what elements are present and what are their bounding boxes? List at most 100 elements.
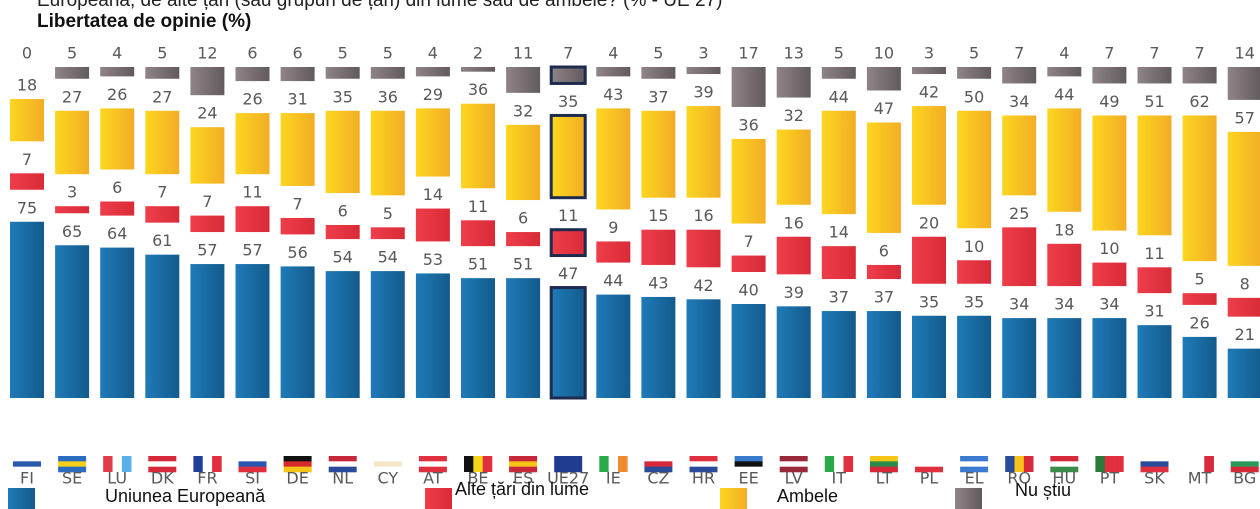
flag xyxy=(418,456,447,462)
value-label: 9 xyxy=(608,218,618,237)
flag xyxy=(843,456,854,472)
x-tick-label: EL xyxy=(965,469,984,488)
flag xyxy=(1140,466,1169,473)
flag xyxy=(58,461,87,467)
value-label: 31 xyxy=(1144,302,1164,321)
value-label: 37 xyxy=(648,87,668,106)
value-label: 44 xyxy=(1054,85,1074,104)
value-label: 14 xyxy=(423,185,443,204)
flag xyxy=(283,461,312,467)
flag xyxy=(328,461,357,467)
bar-segment xyxy=(1092,318,1127,398)
x-tick-label: SK xyxy=(1144,469,1165,488)
x-tick-label: SI xyxy=(245,469,260,488)
flag xyxy=(1230,466,1259,473)
flag xyxy=(1140,461,1169,467)
bar-segment xyxy=(280,217,315,235)
value-label: 3 xyxy=(698,44,708,63)
value-label: 5 xyxy=(1195,270,1205,289)
flag xyxy=(734,461,763,467)
bar-segment xyxy=(912,236,946,284)
flag xyxy=(960,456,989,462)
bar-segment xyxy=(776,67,811,98)
flag xyxy=(960,461,989,467)
flag xyxy=(283,456,312,462)
x-tick-label: DE xyxy=(286,469,308,488)
flag xyxy=(960,466,989,473)
legend-swatch xyxy=(425,488,452,509)
value-label: 17 xyxy=(738,44,758,63)
x-tick-label: PL xyxy=(920,469,939,488)
flag xyxy=(1114,456,1124,472)
bar-segment xyxy=(506,278,541,398)
value-label: 37 xyxy=(874,288,894,307)
bar-segment xyxy=(549,286,587,400)
bar-segment xyxy=(686,229,721,268)
value-label: 57 xyxy=(242,241,262,260)
bar-segment xyxy=(235,113,270,175)
bar-segment xyxy=(145,254,180,398)
chart-subtitle: Europeană, de alte țări (sau grupuri de … xyxy=(37,0,722,11)
flag xyxy=(915,456,943,462)
x-tick-label: LU xyxy=(107,469,127,488)
bar-segment xyxy=(100,108,135,170)
bar-segment xyxy=(235,264,270,398)
value-label: 6 xyxy=(518,209,528,228)
flag xyxy=(1230,456,1259,462)
value-label: 61 xyxy=(152,231,172,250)
value-label: 39 xyxy=(784,283,804,302)
flag xyxy=(554,466,583,473)
flag xyxy=(509,456,538,462)
value-label: 14 xyxy=(829,223,849,242)
flag xyxy=(1005,456,1015,472)
bar-segment xyxy=(957,315,992,398)
flag xyxy=(689,461,718,467)
bar-segment xyxy=(100,247,135,398)
value-label: 7 xyxy=(744,232,754,251)
flag xyxy=(608,456,619,472)
bar-segment xyxy=(1137,325,1172,398)
flag xyxy=(328,466,357,473)
value-label: 4 xyxy=(428,44,438,63)
x-tick-label: SE xyxy=(62,469,82,488)
value-label: 51 xyxy=(468,255,488,274)
value-label: 57 xyxy=(1235,108,1255,127)
flag xyxy=(58,456,87,462)
flag xyxy=(238,466,267,473)
value-label: 62 xyxy=(1189,92,1209,111)
flag xyxy=(1204,456,1214,472)
flag xyxy=(1023,456,1034,472)
x-tick-label: IT xyxy=(832,469,847,488)
value-label: 34 xyxy=(1009,92,1029,111)
flag xyxy=(418,461,447,467)
bar-segment xyxy=(55,206,90,214)
bar-segment xyxy=(280,113,315,186)
value-label: 36 xyxy=(378,87,398,106)
value-label: 18 xyxy=(1054,220,1074,239)
value-label: 27 xyxy=(152,87,172,106)
bar-segment xyxy=(325,67,360,79)
value-label: 37 xyxy=(829,288,849,307)
value-label: 5 xyxy=(67,44,77,63)
bar-segment xyxy=(1227,131,1260,266)
value-label: 5 xyxy=(338,44,348,63)
x-tick-label: UE27 xyxy=(547,469,589,488)
value-label: 36 xyxy=(468,80,488,99)
value-label: 11 xyxy=(513,44,533,63)
bar-segment xyxy=(1227,67,1260,100)
bar-segment xyxy=(506,67,541,93)
bar-segment xyxy=(596,108,631,210)
value-label: 6 xyxy=(112,178,122,197)
value-label: 31 xyxy=(287,90,307,109)
flag xyxy=(238,461,267,467)
flag xyxy=(373,456,402,462)
value-label: 5 xyxy=(383,204,393,223)
value-label: 21 xyxy=(1235,325,1255,344)
value-label: 11 xyxy=(242,183,262,202)
x-tick-label: NL xyxy=(332,469,353,488)
value-label: 53 xyxy=(423,250,443,269)
value-label: 11 xyxy=(1144,244,1164,263)
bar-segment xyxy=(549,65,587,85)
flag xyxy=(824,456,835,472)
